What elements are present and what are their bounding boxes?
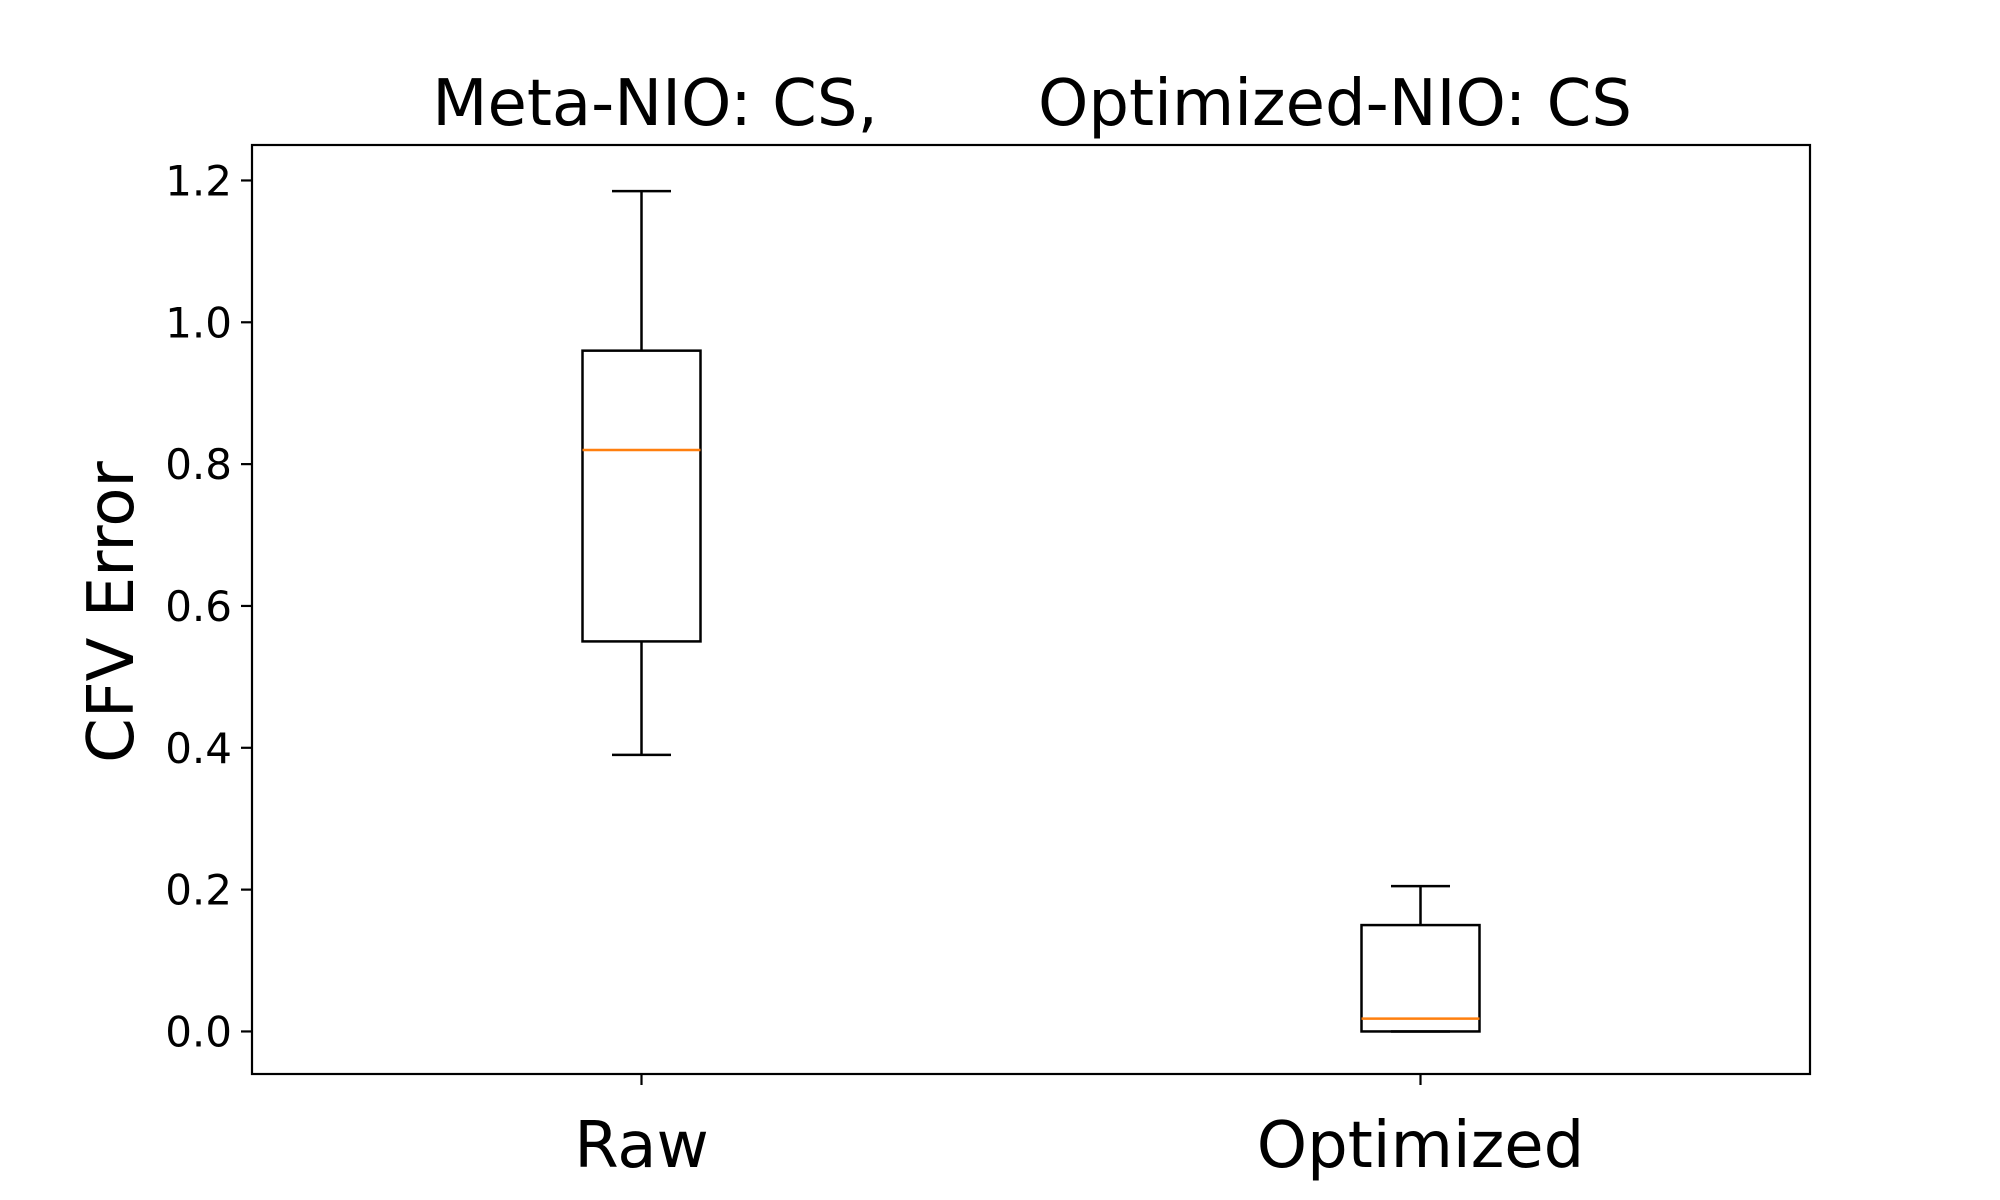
chart-title-left: Meta-NIO: CS, <box>432 67 878 141</box>
plot-area: 0.0 0.2 0.4 0.6 0.8 1.0 1.2 Raw Optimized <box>165 143 1812 1183</box>
y-tick-label: 0.0 <box>165 1007 232 1056</box>
x-tick-label: Optimized <box>1257 1109 1585 1183</box>
y-tick-label: 0.2 <box>165 866 232 915</box>
box-iqr <box>1360 923 1481 1033</box>
y-tick-label: 0.4 <box>165 724 232 773</box>
x-tick-label: Raw <box>574 1109 709 1183</box>
y-tick-label: 1.2 <box>165 156 232 205</box>
y-axis-label: CFV Error <box>75 461 149 763</box>
chart-title-right: Optimized-NIO: CS <box>1038 67 1632 141</box>
box-iqr <box>581 349 702 643</box>
y-tick-label: 0.6 <box>165 582 232 631</box>
y-tick-label: 0.8 <box>165 440 232 489</box>
axes-frame <box>250 143 1812 1076</box>
y-tick-label: 1.0 <box>165 298 232 347</box>
